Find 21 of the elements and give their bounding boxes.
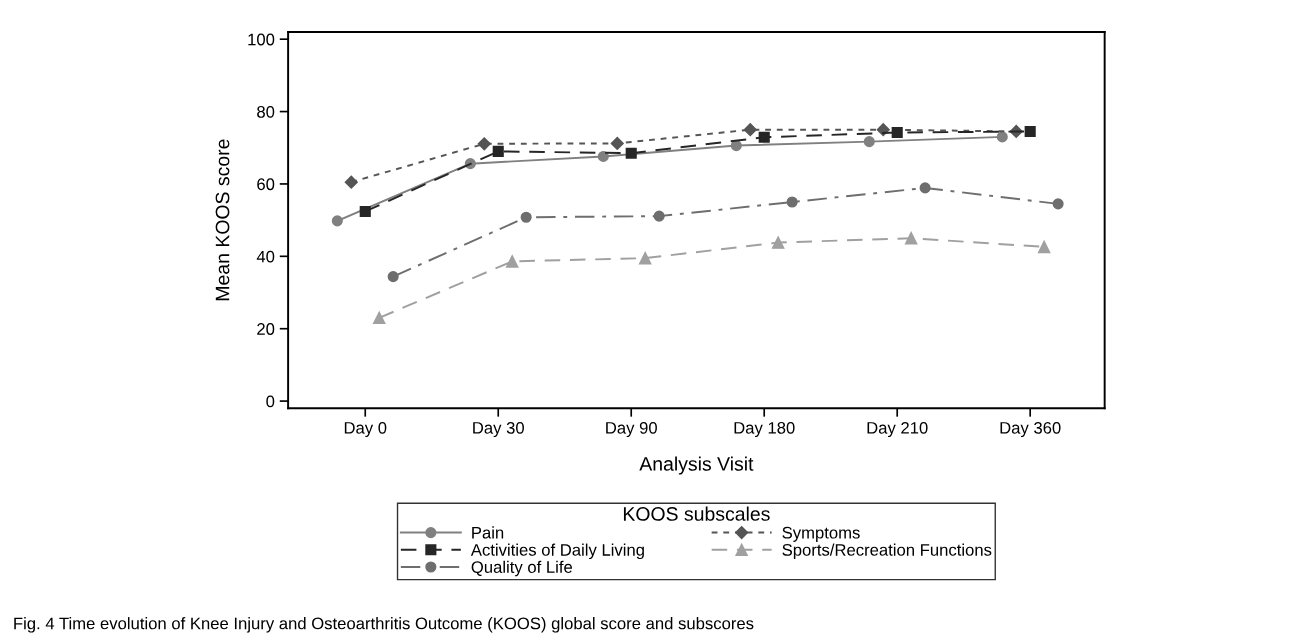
legend-label: Quality of Life — [471, 560, 573, 577]
y-tick-label: 60 — [257, 178, 275, 191]
x-tick-label: Day 0 — [344, 421, 387, 438]
x-axis-title: Analysis Visit — [639, 456, 754, 475]
x-tick-label: Day 180 — [734, 421, 795, 438]
legend-label: Sports/Recreation Functions — [782, 543, 992, 560]
caption: Fig. 4 Time evolution of Knee Injury and Osteoarthritis Outcome (KOOS) global score and subscores — [14, 617, 754, 633]
legend-label: Symptoms — [782, 526, 860, 542]
y-tick-label: 40 — [256, 250, 275, 263]
y-tick-label: 80 — [257, 105, 275, 118]
x-tick-label: Day 30 — [473, 421, 524, 438]
y-axis-title: Mean KOOS score — [215, 139, 230, 301]
legend-label: Activities of Daily Living — [470, 543, 644, 560]
x-tick-label: Day 210 — [867, 421, 928, 438]
y-tick-label: 0 — [266, 395, 275, 408]
y-tick-label: 20 — [257, 323, 275, 335]
y-tick-label: 100 — [248, 33, 275, 46]
x-tick-label: Day 360 — [1000, 421, 1061, 438]
x-tick-label: Day 90 — [606, 421, 657, 438]
legend-title: KOOS subscales — [623, 506, 770, 521]
legend-label: Pain — [472, 526, 504, 539]
